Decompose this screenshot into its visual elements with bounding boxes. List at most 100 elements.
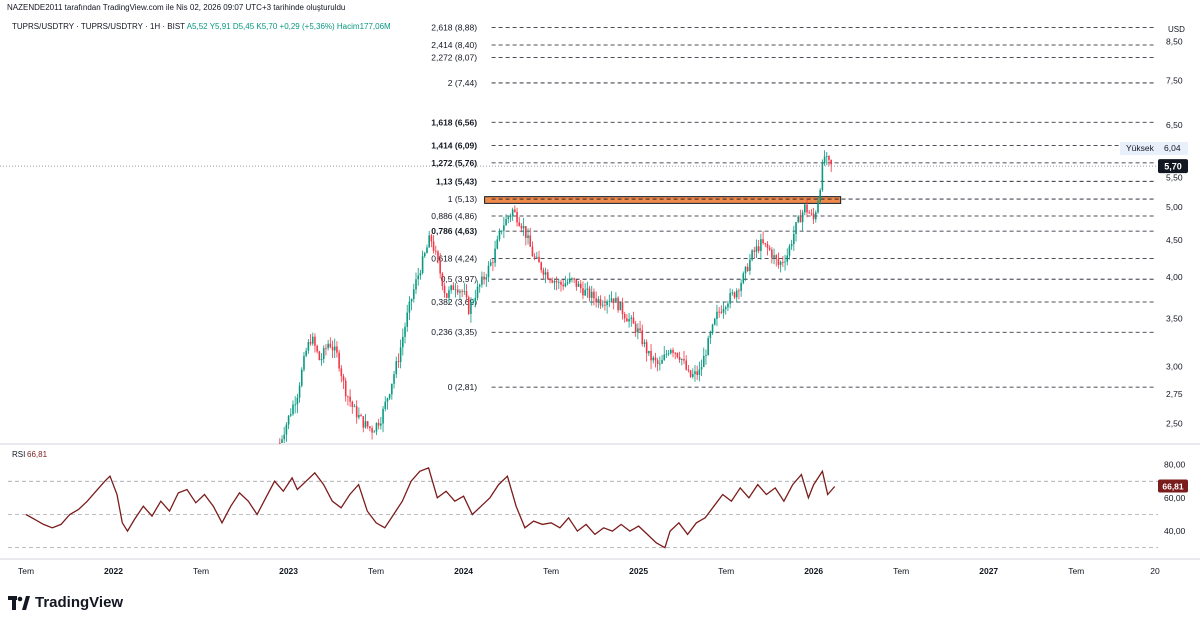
candle-body	[419, 273, 422, 276]
candle-body	[327, 343, 329, 349]
candle-body	[766, 244, 769, 248]
candle-body	[316, 345, 318, 352]
candle-body	[720, 311, 723, 313]
candle-body	[540, 262, 543, 270]
candle-body	[485, 277, 488, 280]
candle-body	[610, 298, 613, 301]
candle-body	[292, 404, 294, 415]
candle-body	[777, 259, 780, 265]
candle-body	[465, 290, 468, 298]
candle-body	[601, 304, 604, 306]
tradingview-brand[interactable]: TradingView	[8, 594, 123, 611]
candle-body	[652, 357, 655, 361]
candle-body	[735, 290, 738, 298]
last-price-badge	[1158, 159, 1188, 174]
rsi-value-badge	[1158, 479, 1188, 493]
candle-body	[812, 213, 815, 220]
price-tick-label: 4,50	[1166, 235, 1183, 245]
time-tick-label: 2023	[279, 566, 298, 576]
candle-body	[678, 356, 681, 360]
candle-body	[542, 269, 545, 275]
candle-body	[402, 336, 404, 348]
main-pane: USD 8,50 7,50 6,50 5,50 5,00 4,50 4,00 3,50 3,00 2…	[0, 23, 1200, 445]
candle-body	[410, 298, 413, 302]
time-axis: Tem 2022 Tem 2023 Tem 2024 Tem 2025 Tem 2026 Tem 20…	[0, 558, 1200, 576]
candle-body	[628, 319, 630, 322]
candle-body	[456, 289, 459, 293]
candle-body	[329, 343, 332, 348]
volume-value: Hacim177,06M	[336, 22, 391, 31]
symbol-legend: TUPRS/USDTRY · TUPRS/USDTRY · 1H · BIST …	[12, 22, 391, 31]
candle-body	[527, 235, 529, 238]
candle-body	[694, 371, 696, 375]
candle-body	[520, 225, 523, 229]
candle-body	[790, 244, 793, 247]
candle-body	[555, 281, 558, 283]
price-tick-label: 3,00	[1166, 362, 1183, 372]
rsi-value-label: 66,81	[1162, 482, 1184, 492]
candle-body	[716, 311, 718, 319]
candle-body	[489, 262, 492, 266]
rsi-tick-label: 40,00	[1164, 526, 1186, 536]
candle-body	[632, 317, 635, 324]
candle-body	[283, 434, 285, 440]
candle-body	[804, 204, 806, 213]
symbol-title[interactable]: TUPRS/USDTRY · TUPRS/USDTRY · 1H · BIST	[12, 22, 185, 31]
candle-body	[773, 255, 775, 258]
candle-body	[724, 307, 727, 310]
candle-body	[325, 348, 327, 349]
candle-body	[454, 289, 457, 291]
candle-body	[294, 404, 296, 406]
time-tick-label: 2022	[104, 566, 123, 576]
candle-body	[595, 298, 597, 303]
candle-body	[285, 424, 288, 435]
candle-body	[333, 346, 336, 351]
candle-body	[382, 408, 384, 424]
candle-body	[472, 301, 474, 303]
fib-level-label: 0,236 (3,35)	[431, 327, 477, 337]
candle-body	[810, 213, 813, 215]
time-tick-label: 2025	[629, 566, 648, 576]
price-tick-label: 2,75	[1166, 389, 1183, 399]
price-tick-label: 3,50	[1166, 314, 1183, 324]
candle-body	[487, 265, 490, 278]
candle-body	[522, 226, 525, 229]
candle-body	[432, 241, 435, 251]
candle-body	[731, 292, 734, 294]
candle-body	[408, 301, 411, 313]
resistance-zone	[484, 196, 842, 204]
candle-body	[388, 394, 391, 399]
candle-body	[397, 361, 400, 363]
candle-body	[786, 255, 789, 262]
candle-body	[687, 369, 690, 371]
candle-body	[406, 312, 409, 327]
candle-body	[825, 156, 828, 157]
candle-body	[399, 347, 402, 363]
candle-body	[709, 333, 712, 339]
time-tick-label: Tem	[718, 566, 734, 576]
candle-body	[483, 276, 485, 280]
candle-body	[700, 367, 703, 370]
candle-body	[536, 256, 538, 258]
high-label-text: Yüksek	[1126, 143, 1155, 153]
candle-body	[604, 304, 606, 306]
candle-body	[496, 239, 499, 249]
candle-body	[281, 439, 283, 443]
candle-body	[617, 297, 619, 311]
candle-body	[768, 247, 771, 250]
candle-body	[443, 285, 446, 294]
candle-body	[577, 283, 580, 287]
candle-body	[544, 272, 547, 275]
candle-body	[557, 281, 560, 283]
candle-body	[538, 256, 540, 263]
candle-body	[533, 256, 536, 258]
price-tick-label: 5,50	[1166, 172, 1183, 182]
time-tick-label: 2027	[979, 566, 998, 576]
candle-body	[525, 226, 527, 238]
candle-body	[518, 222, 521, 226]
candle-body	[428, 235, 430, 248]
candle-body	[760, 239, 762, 251]
candle-body	[793, 233, 795, 245]
candle-body	[749, 259, 751, 271]
